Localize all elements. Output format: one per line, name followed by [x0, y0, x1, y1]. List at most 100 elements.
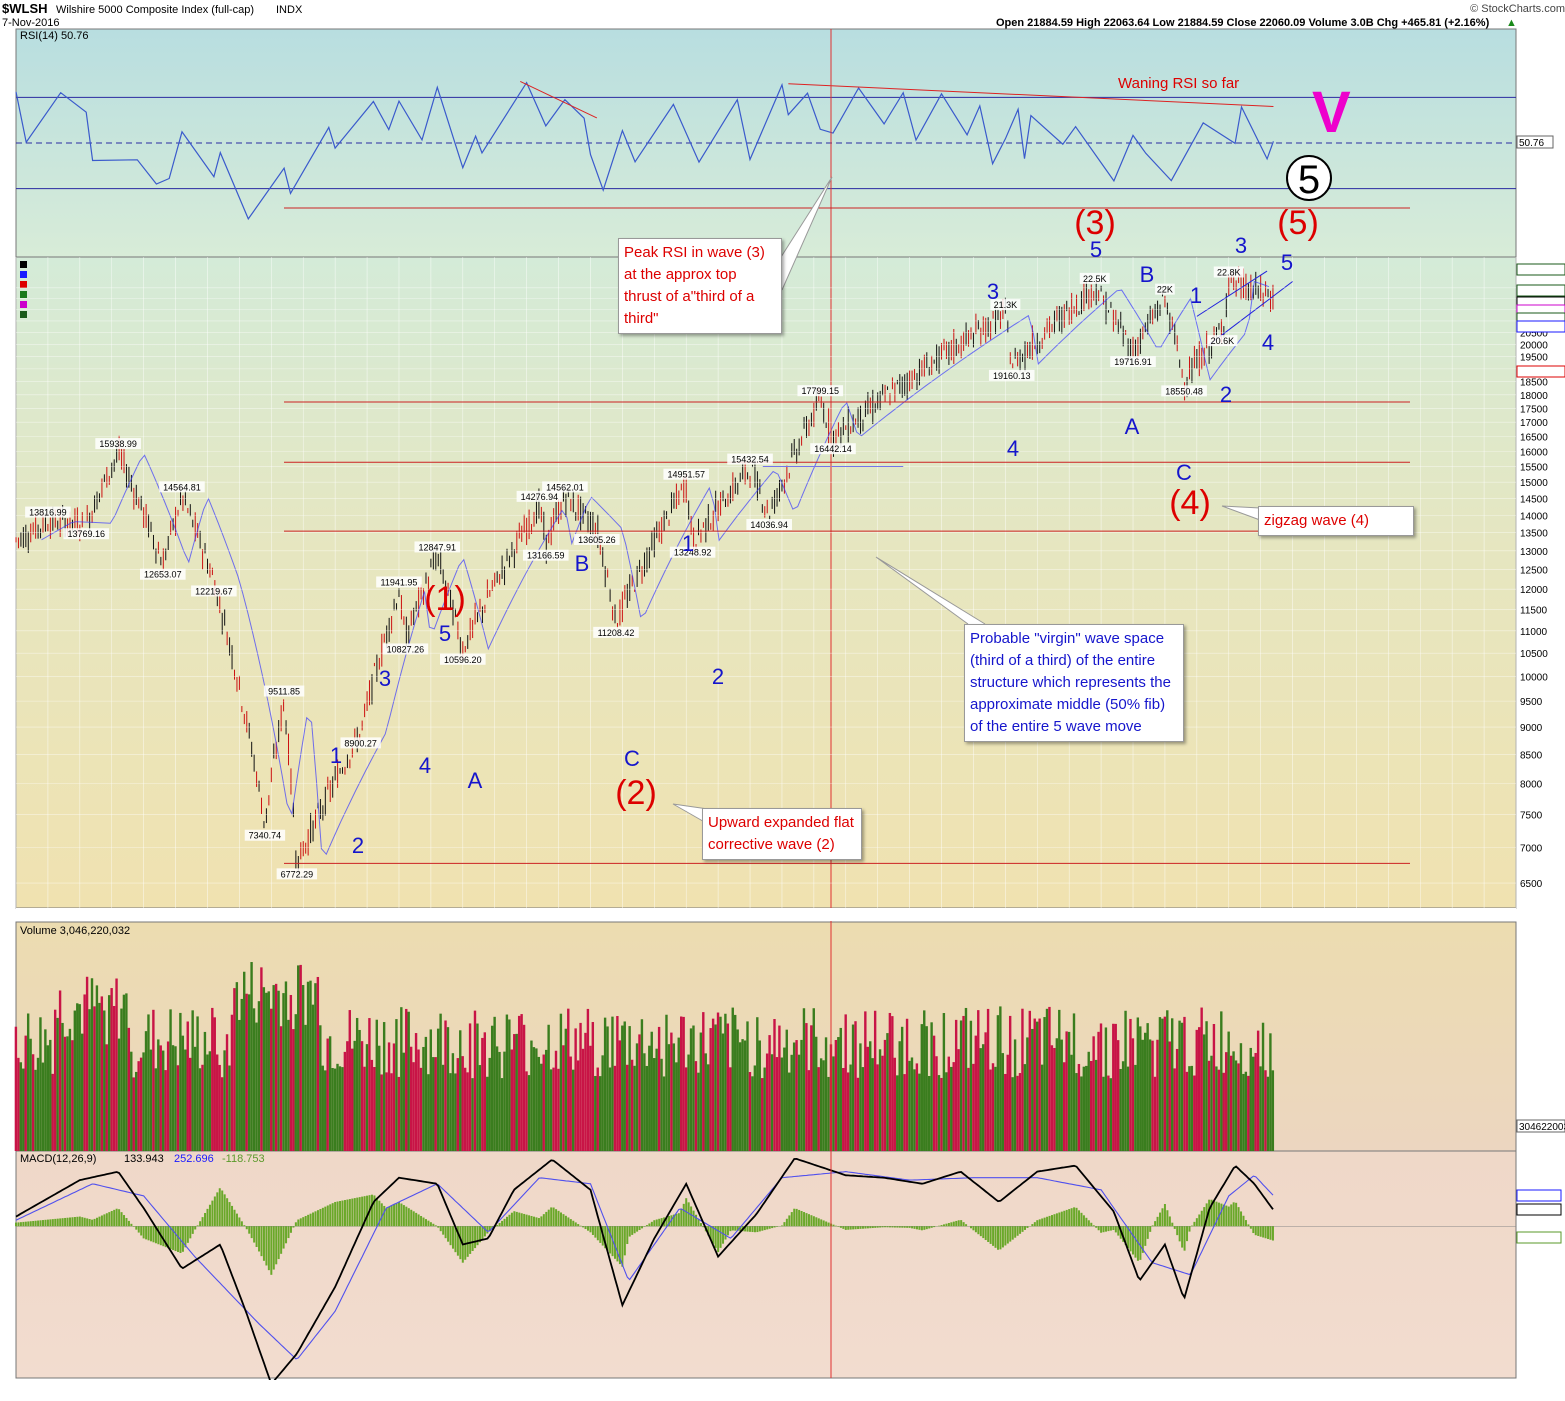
volume-bar	[47, 1045, 49, 1151]
volume-bar	[572, 1070, 574, 1151]
macd-hist-bar	[37, 1221, 39, 1227]
volume-bar	[648, 1046, 650, 1151]
volume-bar	[1186, 1072, 1188, 1151]
volume-bar	[1225, 1052, 1227, 1151]
macd-hist-bar	[472, 1226, 474, 1251]
macd-hist-bar	[629, 1226, 631, 1236]
macd-hist-bar	[776, 1226, 778, 1227]
macd-hist-bar	[938, 1226, 940, 1227]
macd-hist-bar	[783, 1222, 785, 1226]
volume-bar	[248, 994, 250, 1151]
volume-bar	[864, 1011, 866, 1151]
macd-hist-bar	[833, 1225, 835, 1227]
volume-bar	[1232, 1051, 1234, 1151]
volume-bar	[1007, 1055, 1009, 1151]
volume-bar	[25, 1036, 27, 1151]
macd-hist-bar	[1186, 1226, 1188, 1241]
volume-bar	[108, 995, 110, 1151]
macd-hist-bar	[1071, 1208, 1073, 1226]
macd-hist-bar	[197, 1225, 199, 1226]
volume-bar	[403, 1053, 405, 1151]
volume-bar	[250, 962, 252, 1151]
macd-hist-bar	[504, 1219, 506, 1226]
volume-bar	[1272, 1070, 1274, 1151]
volume-bar	[678, 1038, 680, 1151]
volume-bar	[113, 1006, 115, 1151]
macd-hist-bar	[405, 1207, 407, 1227]
flat-note: Upward expanded flat corrective wave (2)	[702, 808, 862, 860]
volume-bar	[1115, 1024, 1117, 1151]
volume-bar	[317, 977, 319, 1151]
volume-bar	[376, 1020, 378, 1151]
macd-hist-bar	[310, 1214, 312, 1227]
macd-hist-bar	[729, 1226, 731, 1231]
macd-hist-bar	[756, 1226, 758, 1232]
volume-bar	[967, 1068, 969, 1151]
macd-hist-bar	[25, 1222, 27, 1227]
price-label: 19160.13	[993, 371, 1031, 381]
macd-hist-bar	[1009, 1226, 1011, 1241]
price-label: 15432.54	[731, 455, 769, 465]
macd-hist-bar	[555, 1209, 557, 1226]
price-label: 13166.59	[527, 551, 565, 561]
macd-hist-bar	[324, 1207, 326, 1227]
volume-bar	[106, 1044, 108, 1151]
volume-bar	[867, 1047, 869, 1151]
volume-bar	[1041, 1065, 1043, 1151]
volume-bar	[560, 1014, 562, 1151]
macd-hist-bar	[391, 1205, 393, 1226]
macd-hist-bar	[1036, 1220, 1038, 1226]
volume-bar	[447, 1027, 449, 1151]
macd-hist-bar	[506, 1217, 508, 1226]
volume-bar	[970, 1021, 972, 1151]
macd-hist-bar	[911, 1226, 913, 1228]
price-label: 19716.91	[1114, 357, 1152, 367]
macd-hist-bar	[398, 1202, 400, 1226]
macd-hist-bar	[273, 1226, 275, 1269]
macd-hist-bar	[410, 1210, 412, 1226]
macd-hist-bar	[1164, 1204, 1166, 1226]
volume-bar	[238, 1020, 240, 1151]
volume-bar	[1198, 1027, 1200, 1151]
volume-bar	[206, 1054, 208, 1151]
price-tick-label: 17500	[1520, 404, 1548, 415]
volume-bar	[520, 1014, 522, 1151]
macd-hist-bar	[808, 1214, 810, 1226]
macd-value: 133.943	[124, 1153, 164, 1165]
volume-bar	[42, 1063, 44, 1151]
macd-hist-bar	[177, 1226, 179, 1252]
volume-bar	[1112, 1024, 1114, 1151]
x-axis-band	[16, 1380, 1516, 1393]
exchange-label: INDX	[276, 4, 303, 16]
volume-bar	[852, 1025, 854, 1151]
volume-bar	[555, 1051, 557, 1151]
volume-bar	[771, 1054, 773, 1151]
macd-hist-bar	[57, 1219, 59, 1227]
volume-bar	[74, 1011, 76, 1151]
volume-bar	[795, 1040, 797, 1151]
volume-bar	[393, 1043, 395, 1151]
volume-bar	[341, 1067, 343, 1151]
price-label: 15938.99	[99, 439, 137, 449]
macd-hist-bar	[62, 1218, 64, 1226]
volume-bar	[484, 1032, 486, 1151]
macd-hist-bar	[1112, 1226, 1114, 1230]
macd-hist-bar	[1058, 1212, 1060, 1226]
macd-hist-bar	[985, 1226, 987, 1240]
volume-bar	[788, 1073, 790, 1151]
volume-bar	[918, 1074, 920, 1151]
volume-bar	[498, 1052, 500, 1151]
price-label: 12653.07	[144, 570, 182, 580]
volume-bar	[27, 1013, 29, 1151]
price-label: 14036.94	[750, 520, 788, 530]
volume-bar	[395, 1019, 397, 1151]
macd-hist-bar	[400, 1204, 402, 1227]
volume-bar	[287, 1020, 289, 1151]
macd-hist-bar	[700, 1223, 702, 1226]
volume-bar	[847, 1072, 849, 1151]
macd-hist-bar	[558, 1211, 560, 1226]
macd-hist-bar	[1093, 1225, 1095, 1226]
macd-hist-bar	[182, 1226, 184, 1252]
volume-bar	[1038, 1019, 1040, 1151]
macd-hist-bar	[1090, 1223, 1092, 1226]
